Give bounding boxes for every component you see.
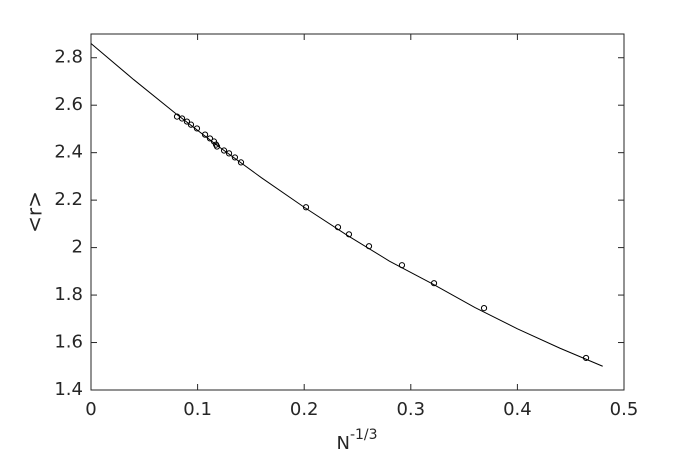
y-tick-label: 2.2 [54,189,83,210]
x-axis-label: N-1/3 [336,427,377,454]
data-point [183,118,191,125]
y-tick-label: 1.6 [54,332,83,353]
x-tick-label: 0.5 [610,399,639,420]
y-axis-label: <r> [23,191,47,233]
x-tick-label: 0.2 [290,399,319,420]
data-point [225,150,233,157]
data-point [187,121,195,128]
data-point [213,143,221,150]
y-tick-label: 2.6 [54,94,83,115]
x-tick-label: 0.1 [183,399,212,420]
data-point [237,159,245,166]
data-point [178,115,186,122]
fit-line [90,43,603,367]
y-tick-label: 1.8 [54,284,83,305]
y-tick-label: 2.8 [54,47,83,68]
y-tick-label: 2 [72,237,83,258]
y-tick-label: 2.4 [54,142,83,163]
data-point [220,147,228,154]
x-label-base: N [336,433,349,454]
x-tick-label: 0 [85,399,96,420]
x-label-sup: -1/3 [350,427,378,443]
y-tick-label: 1.4 [54,379,83,400]
x-tick-label: 0.4 [503,399,532,420]
plot-frame [90,33,625,391]
data-point [231,154,239,161]
data-point [480,305,488,312]
x-tick-label: 0.3 [396,399,425,420]
